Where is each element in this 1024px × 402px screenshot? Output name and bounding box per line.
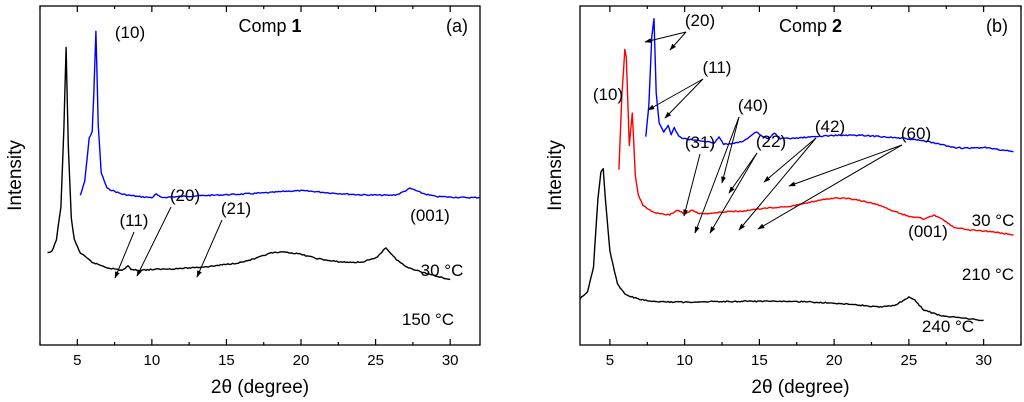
- panel-b: 5 10 15 20 25 30 2θ (degree) Intensity Comp 2 (b)…: [545, 5, 1022, 398]
- peak-arrow: [757, 144, 903, 230]
- x-tick-label: 15: [751, 352, 768, 369]
- peak-arrow: [721, 116, 740, 184]
- x-tick-label: 25: [367, 352, 384, 369]
- peak-index-label: (001): [410, 206, 450, 225]
- chart-title: Comp 1: [238, 16, 301, 36]
- x-tick-label: 10: [144, 352, 161, 369]
- peak-index-label: (21): [221, 199, 251, 218]
- peak-arrow: [728, 152, 758, 194]
- peak-arrow: [709, 152, 758, 234]
- peak-index-label: (11): [120, 211, 149, 230]
- peak-index-label: (10): [115, 23, 145, 42]
- series-temperature-label: 240 °C: [922, 317, 974, 336]
- x-tick-label: 5: [606, 352, 614, 369]
- series-temperature-label: 30 °C: [421, 261, 464, 280]
- peak-arrow: [644, 31, 687, 43]
- series-temperature-label: 30 °C: [972, 211, 1015, 230]
- x-tick-label: 25: [901, 352, 918, 369]
- x-axis-label: 2θ (degree): [751, 377, 849, 398]
- series-line-240c: [579, 167, 984, 322]
- plot-frame: [579, 5, 1022, 346]
- x-tick-label: 30: [975, 352, 992, 369]
- peak-arrow: [136, 206, 172, 277]
- series-temperature-label: 150 °C: [402, 310, 454, 329]
- peak-arrow: [738, 137, 817, 231]
- series-temperature-label: 210 °C: [962, 265, 1014, 284]
- panel-letter: (a): [446, 16, 468, 36]
- chart-title: Comp 2: [779, 16, 842, 36]
- peak-index-label: (20): [170, 186, 200, 205]
- series-line-30c: [645, 18, 1014, 153]
- peak-index-label: (31): [685, 133, 715, 152]
- x-tick-label: 15: [218, 352, 235, 369]
- x-axis-label: 2θ (degree): [211, 377, 309, 398]
- series-line-210c: [618, 48, 1014, 236]
- peak-arrow: [114, 231, 135, 279]
- y-axis-label: Intensity: [545, 140, 566, 211]
- x-tick-label: 30: [442, 352, 459, 369]
- x-tick-label: 20: [293, 352, 310, 369]
- peak-arrow: [647, 78, 704, 111]
- y-axis-label: Intensity: [5, 140, 26, 211]
- x-tick-label: 10: [676, 352, 693, 369]
- panel-a: 5 10 15 20 25 30 2θ (degree) Intensity Comp 1 (a)…: [5, 5, 481, 398]
- peak-arrow: [664, 78, 704, 119]
- peak-arrow: [669, 31, 687, 51]
- peak-index-label: (40): [738, 96, 768, 115]
- peak-arrow: [196, 219, 223, 278]
- peak-index-label: (20): [685, 11, 715, 30]
- panel-letter: (b): [986, 16, 1008, 36]
- peak-index-label: (10): [593, 85, 623, 104]
- peak-index-label: (22): [756, 132, 786, 151]
- peak-index-label: (11): [703, 58, 732, 77]
- peak-arrow: [763, 137, 817, 183]
- peak-arrow: [788, 144, 903, 187]
- x-tick-label: 20: [826, 352, 843, 369]
- peak-arrow: [683, 153, 701, 217]
- peak-index-label: (001): [908, 222, 948, 241]
- peak-index-label: (60): [901, 124, 931, 143]
- peak-index-label: (42): [815, 117, 845, 136]
- series-line-150c: [47, 46, 451, 281]
- peak-arrow: [694, 116, 740, 234]
- x-tick-label: 5: [73, 352, 81, 369]
- plot-frame: [39, 5, 481, 346]
- series-line-30c: [79, 30, 481, 199]
